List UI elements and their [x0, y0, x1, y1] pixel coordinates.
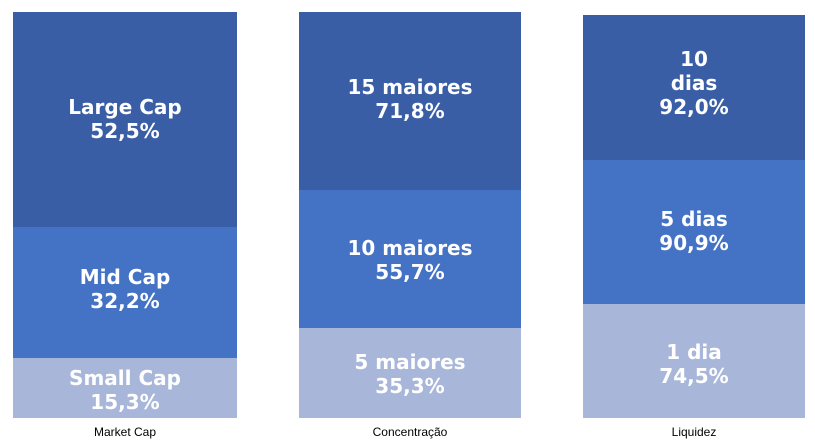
segment-label-line: 5 dias: [660, 207, 728, 231]
segment-label: 10 dias 92,0%: [583, 47, 805, 119]
bar-segment-bottom: [583, 304, 805, 418]
segment-label-line: Small Cap: [69, 366, 181, 390]
bar-segment-middle: [299, 190, 521, 328]
segment-label-line: 32,2%: [90, 289, 160, 313]
segment-label: Small Cap 15,3%: [13, 366, 237, 414]
segment-label-line: 35,3%: [375, 374, 445, 398]
segment-label-line: dias: [670, 71, 718, 95]
segment-label-line: 55,7%: [375, 260, 445, 284]
x-axis-category-label: Concentração: [372, 425, 448, 439]
x-axis-category-label: Market Cap: [93, 425, 157, 439]
segment-label-line: 92,0%: [659, 95, 729, 119]
segment-label-line: 15 maiores: [347, 75, 473, 99]
segment-label-line: Mid Cap: [79, 265, 171, 289]
segment-label: 1 dia 74,5%: [583, 340, 805, 388]
segment-label: 10 maiores 55,7%: [299, 236, 521, 284]
segment-label-line: 71,8%: [375, 99, 445, 123]
segment-label: 5 maiores 35,3%: [299, 350, 521, 398]
segment-label-line: 10 maiores: [347, 236, 473, 260]
segment-label-line: 5 maiores: [354, 350, 466, 374]
segment-label-line: 1 dia: [666, 340, 722, 364]
segment-label-line: 52,5%: [90, 119, 160, 143]
segment-label: Large Cap 52,5%: [13, 95, 237, 143]
bar-segment-top: [13, 12, 237, 227]
segment-label: 15 maiores 71,8%: [299, 75, 521, 123]
bar-segment-middle: [13, 227, 237, 358]
segment-label: 5 dias 90,9%: [583, 207, 805, 255]
segment-label-line: 10: [680, 47, 708, 71]
bar-segment-bottom: [299, 328, 521, 418]
bar-segment-top: [299, 12, 521, 190]
segment-label-line: 74,5%: [659, 364, 729, 388]
segment-label-line: 15,3%: [90, 390, 160, 414]
bar-segment-middle: [583, 160, 805, 304]
segment-label-line: 90,9%: [659, 231, 729, 255]
segment-label: Mid Cap 32,2%: [13, 265, 237, 313]
x-axis-category-label: Liquidez: [671, 425, 717, 439]
segment-label-line: Large Cap: [68, 95, 182, 119]
bar-segment-bottom: [13, 358, 237, 418]
bar-segment-top: [583, 15, 805, 160]
